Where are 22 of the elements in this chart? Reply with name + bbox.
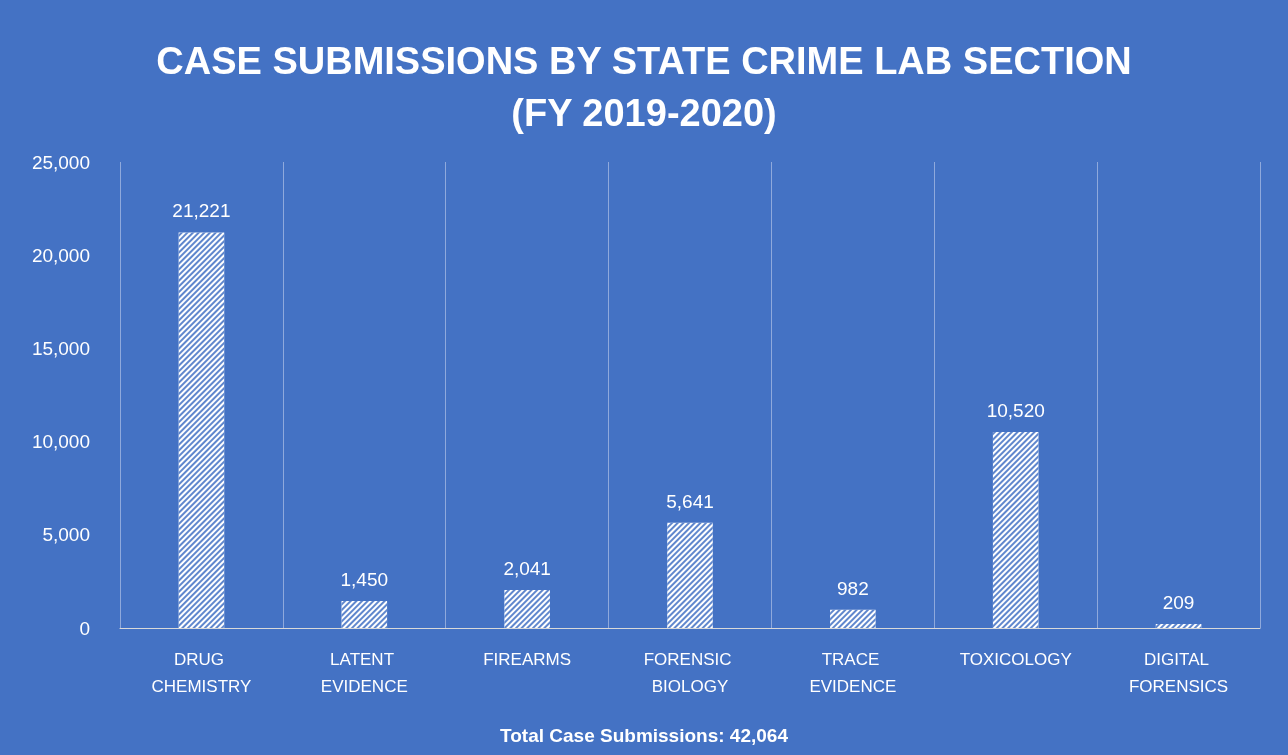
x-tick-label: FIREARMS: [483, 650, 572, 669]
y-tick-label: 0: [79, 617, 90, 639]
data-label: 2,041: [503, 557, 551, 579]
y-tick-label: 15,000: [31, 337, 90, 359]
x-tick-label: LATENT EVIDENCE: [320, 650, 408, 696]
y-tick-label: 20,000: [31, 244, 90, 266]
text: Total Case Submissions: 42,064: [500, 725, 789, 746]
data-label: 209: [1162, 592, 1195, 614]
data-label: 21,221: [172, 200, 231, 222]
x-tick-label: FORENSIC BIOLOGY: [643, 650, 737, 696]
x-tick-label: TOXICOLOGY: [959, 650, 1072, 669]
y-tick-label: 10,000: [31, 431, 90, 453]
data-label: 5,641: [666, 490, 714, 512]
x-tick-label: DIGITAL FORENSICS: [1128, 650, 1229, 696]
x-tick-label: DRUG CHEMISTRY: [151, 650, 252, 696]
data-label: 10,520: [986, 399, 1045, 421]
x-tick-label: TRACE EVIDENCE: [809, 650, 897, 696]
data-label: 982: [837, 577, 869, 599]
data-label: 1,450: [340, 568, 389, 590]
y-tick-label: 5,000: [42, 524, 90, 546]
y-tick-label: 25,000: [31, 151, 90, 173]
chart-title: CASE SUBMISSIONS BY STATE CRIME LAB SECTION (FY 2019-2020): [156, 40, 1132, 134]
